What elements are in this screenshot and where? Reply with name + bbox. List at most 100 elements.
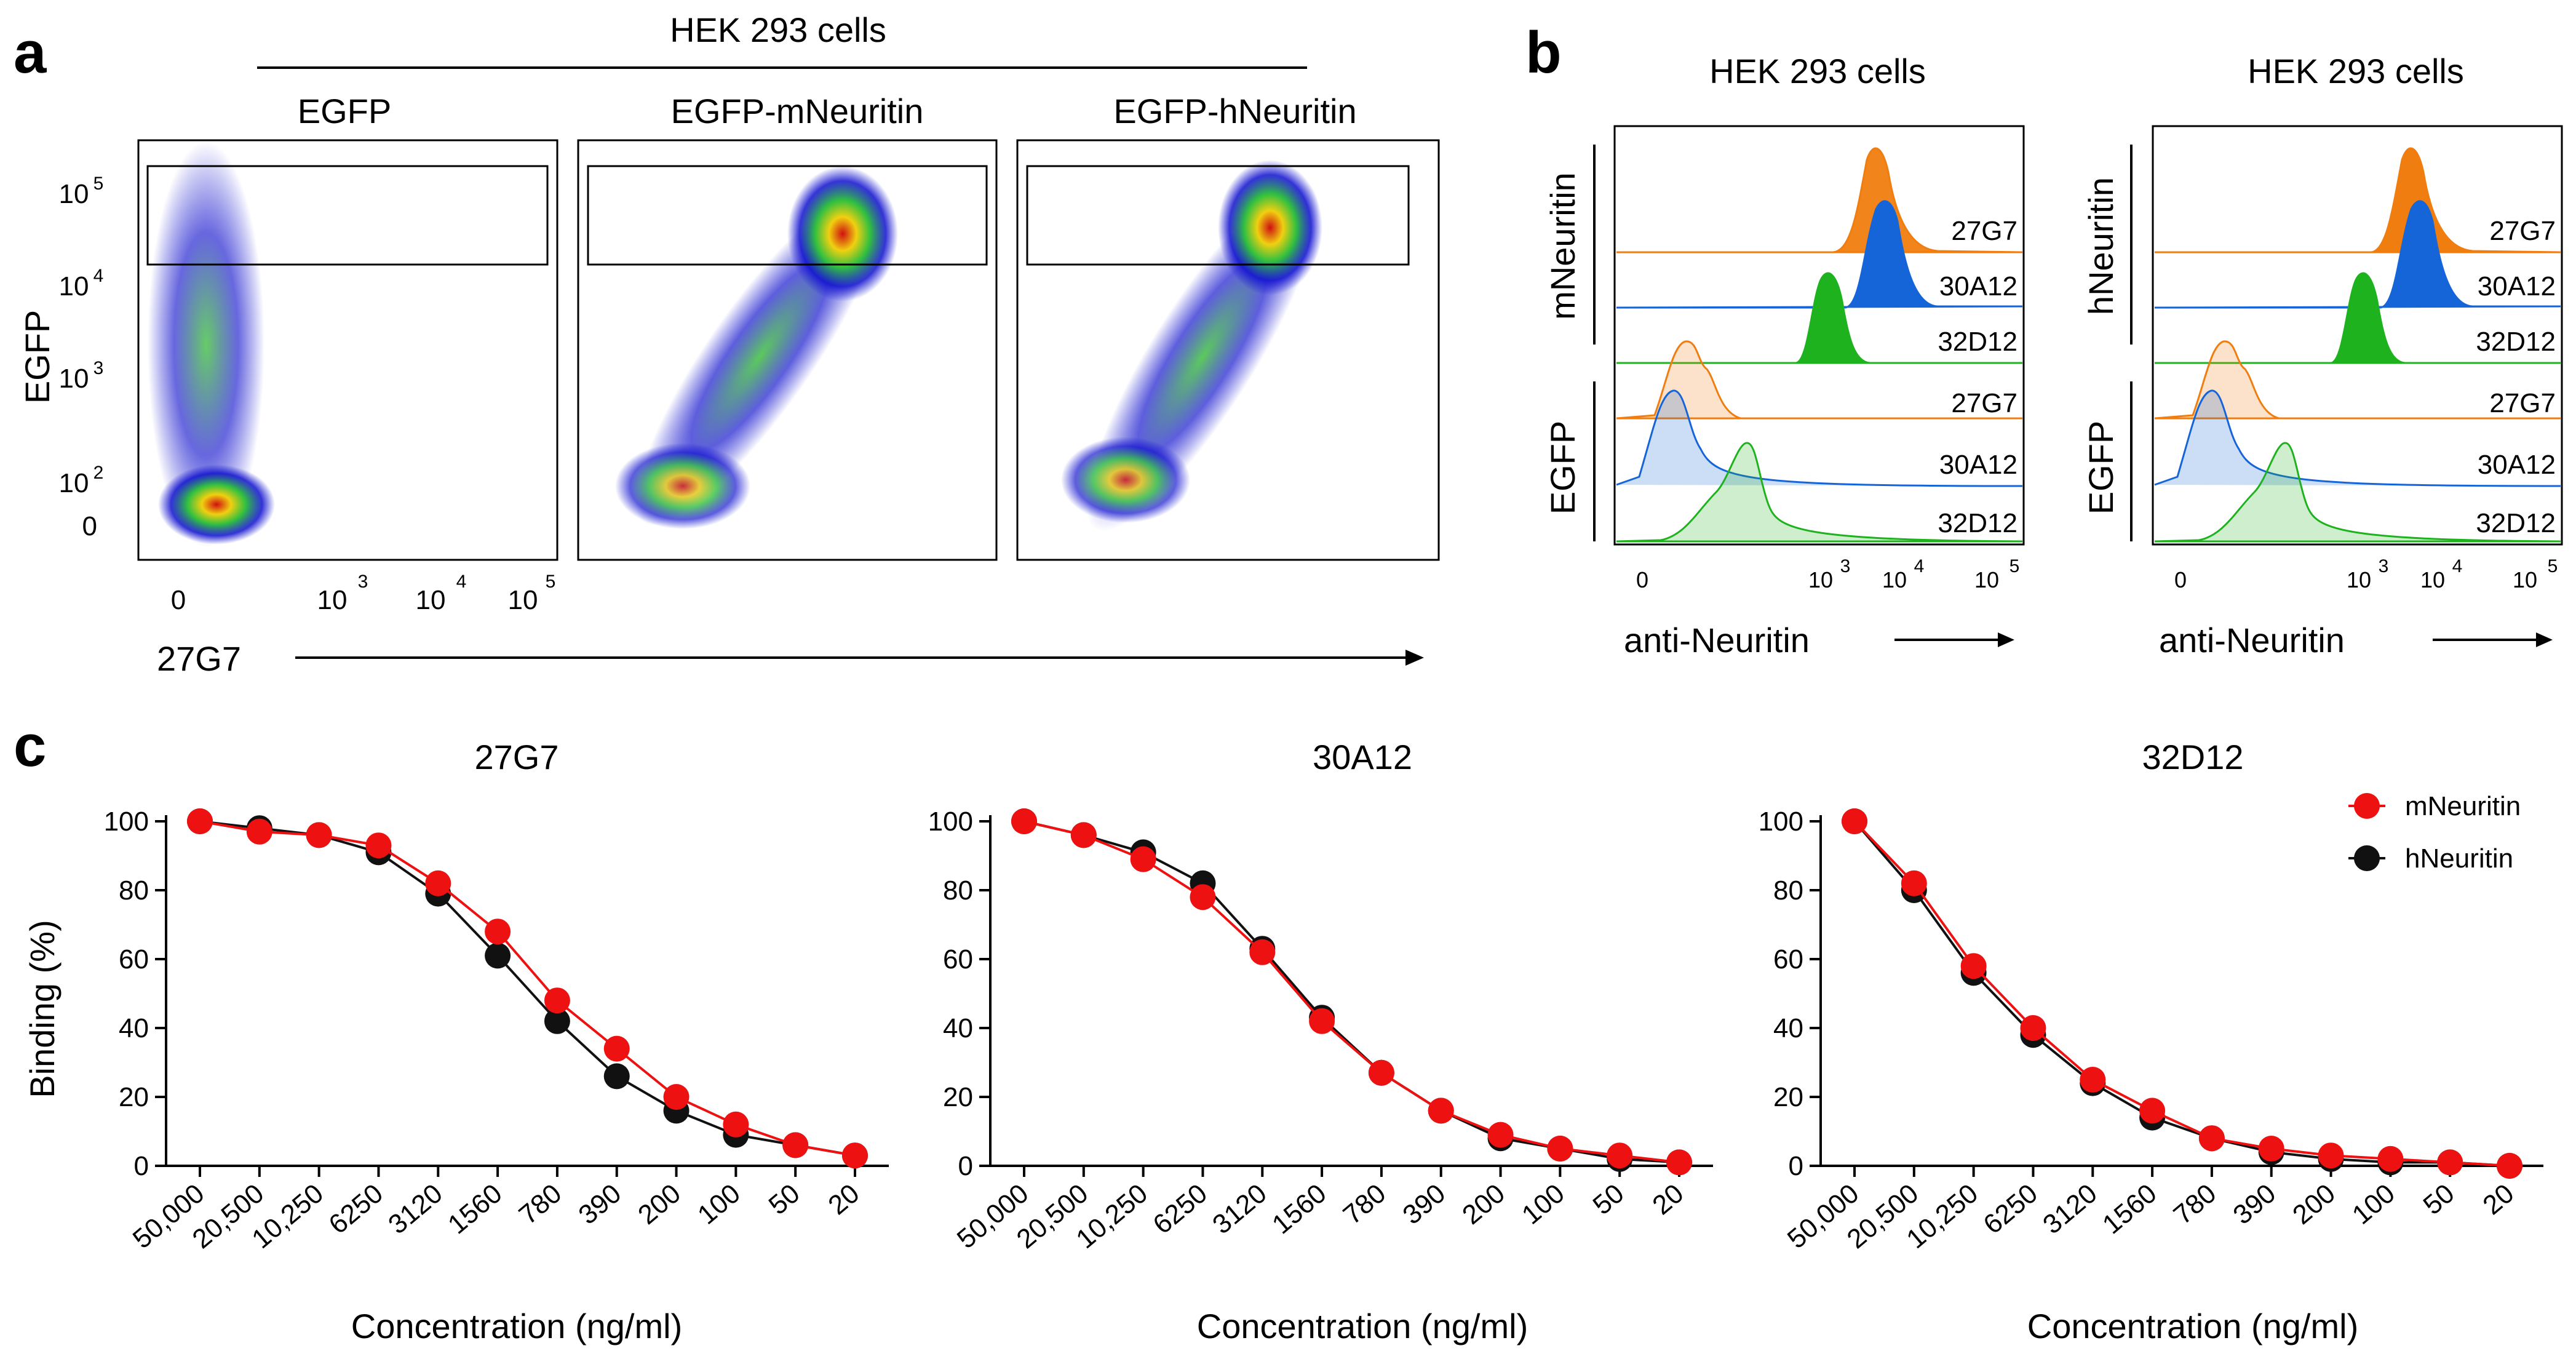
- flow-plot-hneuritin-low: [1061, 437, 1190, 523]
- histo2-group-top: hNeuritin: [2081, 177, 2120, 315]
- panel-a-y-label: EGFP: [18, 310, 57, 404]
- x-tick-label: 780: [514, 1178, 568, 1230]
- y-tick-label: 80: [1773, 875, 1803, 906]
- x-tick-label: 1560: [2097, 1178, 2162, 1240]
- data-point-hneuritin: [544, 1008, 570, 1034]
- histo1-group-bottom: EGFP: [1543, 421, 1582, 514]
- panel-a-ytick-1: 10: [59, 468, 89, 498]
- histo2-row-label-3: 32D12: [2476, 327, 2556, 357]
- flow-plot-hneuritin-gate: [1026, 165, 1410, 266]
- x-tick-label: 780: [2168, 1178, 2222, 1230]
- histo1-xtick-3-exp: 5: [2010, 556, 2020, 576]
- histo2-row-label-1: 27G7: [2489, 216, 2556, 246]
- x-tick-label: 780: [1338, 1178, 1392, 1230]
- data-point-mneuritin: [1842, 808, 1867, 834]
- data-point-mneuritin: [1960, 953, 1987, 979]
- data-point-mneuritin: [1368, 1059, 1394, 1086]
- x-tick-label: 20: [822, 1178, 865, 1221]
- panel-a-ytick-0: 0: [82, 511, 97, 541]
- x-tick-label: 200: [1457, 1178, 1511, 1230]
- data-point-mneuritin: [663, 1084, 690, 1110]
- histo2-xtick-3-exp: 5: [2548, 556, 2558, 576]
- flow-plot-mneuritin-high: [787, 166, 898, 301]
- histo2-xtick-2-exp: 4: [2452, 556, 2463, 576]
- binding-chart-30a12: 30A1202040608010050,00020,50010,25062503…: [928, 738, 1713, 1345]
- x-tick-label: 390: [2227, 1178, 2281, 1230]
- data-point-mneuritin: [2258, 1136, 2284, 1162]
- y-tick-label: 100: [104, 807, 149, 837]
- data-point-mneuritin: [2497, 1153, 2522, 1179]
- y-tick-label: 60: [119, 944, 149, 974]
- histo1-group-top: mNeuritin: [1543, 172, 1582, 320]
- y-tick-label: 100: [928, 807, 973, 837]
- panel-a-xtick-3-exp: 5: [546, 572, 556, 592]
- panel-c-letter: c: [14, 713, 46, 779]
- x-axis-label: Concentration (ng/ml): [2027, 1307, 2358, 1345]
- histo1-row-32d12-egfp-curve: [1616, 442, 2023, 543]
- data-point-mneuritin: [1901, 870, 1927, 896]
- binding-chart-32d12: 32D1202040608010050,00020,50010,25062503…: [1759, 738, 2543, 1345]
- data-point-mneuritin: [485, 919, 511, 945]
- panel-a-plot3-title: EGFP-hNeuritin: [1113, 92, 1356, 130]
- histo1-xtick-3: 10: [1974, 567, 1999, 592]
- histo1-xtick-0: 0: [1636, 567, 1648, 592]
- y-tick-label: 80: [943, 875, 973, 906]
- histogram-hneuritin: HEK 293 cells hNeuritin EGFP 27G7 30A12 …: [2081, 52, 2563, 660]
- binding-chart-27g7: 27G702040608010050,00020,50010,250625031…: [104, 738, 889, 1345]
- panel-a-x-ticks: 0 10 3 10 4 10 5: [171, 572, 556, 615]
- x-tick-label: 6250: [1147, 1178, 1212, 1240]
- y-tick-label: 40: [943, 1013, 973, 1043]
- data-point-mneuritin: [1130, 846, 1156, 872]
- histo1-header: HEK 293 cells: [1709, 52, 1926, 90]
- data-point-mneuritin: [425, 870, 451, 896]
- data-point-mneuritin: [723, 1111, 749, 1138]
- x-tick-label: 1560: [1266, 1178, 1332, 1240]
- series-line-mneuritin: [1024, 820, 1680, 1164]
- x-tick-label: 390: [1397, 1178, 1451, 1230]
- panel-a-xtick-0: 0: [171, 585, 186, 615]
- panel-a-ytick-1-exp: 2: [93, 463, 104, 483]
- data-point-mneuritin: [2080, 1067, 2106, 1093]
- histo1-row-label-5: 30A12: [1939, 450, 2017, 480]
- x-tick-label: 200: [632, 1178, 686, 1230]
- panel-a-xtick-1-exp: 3: [358, 572, 368, 592]
- y-tick-label: 60: [943, 944, 973, 974]
- panel-a-ytick-2: 10: [59, 364, 89, 394]
- histo1-xtick-1: 10: [1808, 567, 1833, 592]
- flow-plot-egfp-column: [148, 141, 264, 548]
- histo2-xtick-2: 10: [2420, 567, 2445, 592]
- panel-b-letter: b: [1525, 20, 1562, 86]
- histo1-row-32d12-curve: [1616, 272, 2022, 364]
- histogram-mneuritin: HEK 293 cells mNeuritin EGFP 27G7 30A12 …: [1543, 52, 2025, 660]
- flow-plot-mneuritin-low: [615, 443, 750, 529]
- histo2-row-30a12-egfp-curve: [2154, 389, 2561, 487]
- x-tick-label: 50: [1588, 1178, 1630, 1221]
- series-line-hneuritin: [199, 820, 856, 1157]
- histo2-xtick-1-exp: 3: [2379, 556, 2389, 576]
- data-point-mneuritin: [1190, 884, 1216, 911]
- data-point-mneuritin: [842, 1142, 868, 1169]
- y-tick-label: 40: [1773, 1013, 1803, 1043]
- y-tick-label: 100: [1759, 807, 1803, 837]
- histo2-header: HEK 293 cells: [2248, 52, 2464, 90]
- histo1-row-30a12-curve: [1616, 200, 2023, 309]
- legend-hneuritin-marker: [2354, 845, 2380, 871]
- panel-c-legend: mNeuritin hNeuritin: [2348, 791, 2521, 874]
- data-point-mneuritin: [1666, 1149, 1692, 1176]
- panel-a-header: HEK 293 cells: [670, 10, 886, 49]
- data-point-mneuritin: [2198, 1125, 2225, 1152]
- y-tick-label: 0: [134, 1151, 149, 1181]
- y-tick-label: 20: [1773, 1082, 1803, 1112]
- data-point-mneuritin: [246, 818, 272, 845]
- data-point-hneuritin: [485, 943, 511, 969]
- flow-plot-mneuritin-gate: [587, 165, 988, 266]
- panel-a-ytick-3: 10: [59, 271, 89, 301]
- y-tick-label: 0: [1789, 1151, 1803, 1181]
- histo2-x-label: anti-Neuritin: [2159, 621, 2345, 660]
- data-point-hneuritin: [603, 1063, 630, 1090]
- y-tick-label: 20: [119, 1082, 149, 1112]
- data-point-mneuritin: [365, 832, 392, 859]
- histo2-row-30a12-curve: [2154, 200, 2561, 309]
- data-point-mneuritin: [1487, 1122, 1514, 1148]
